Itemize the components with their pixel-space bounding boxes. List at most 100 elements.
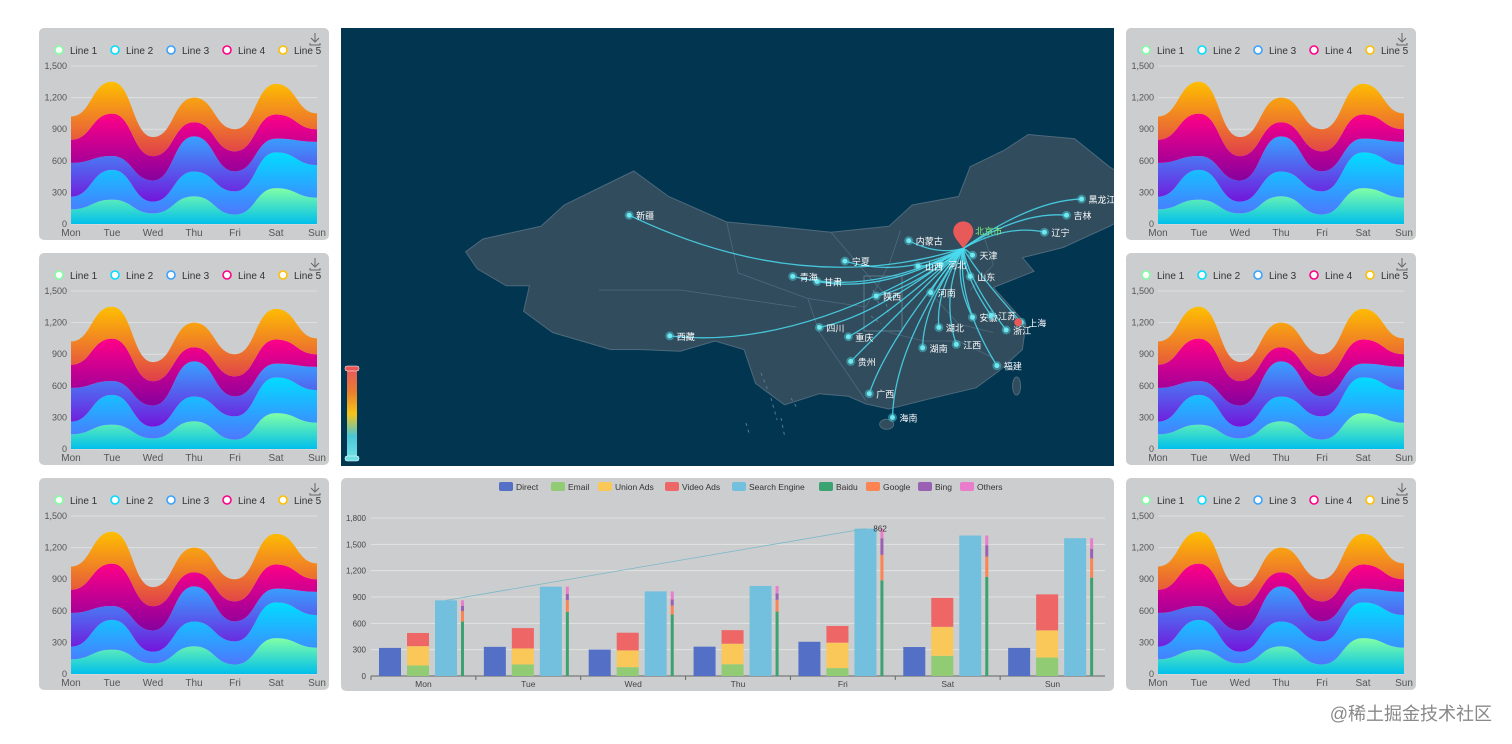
bar-union-ads[interactable] (407, 646, 429, 666)
bar-baidu[interactable] (565, 611, 569, 676)
legend-marker[interactable] (1309, 45, 1319, 55)
city-marker[interactable] (845, 334, 851, 340)
bar-union-ads[interactable] (1036, 630, 1059, 658)
city-marker[interactable] (1079, 196, 1085, 202)
area-series-5[interactable] (71, 306, 317, 382)
area-series-2[interactable] (1158, 602, 1404, 665)
legend-marker[interactable] (1197, 495, 1207, 505)
flight-line[interactable] (962, 198, 1082, 249)
legend-marker[interactable] (1253, 270, 1263, 280)
city-marker[interactable] (626, 212, 632, 218)
bar-google[interactable] (880, 554, 884, 581)
city-marker[interactable] (1063, 212, 1069, 218)
city-marker[interactable] (866, 391, 872, 397)
bar-video-ads[interactable] (931, 597, 954, 627)
legend-swatch[interactable] (598, 482, 612, 491)
legend-item[interactable]: Email (568, 482, 589, 492)
bar-baidu[interactable] (775, 611, 779, 676)
city-marker[interactable] (1041, 229, 1047, 235)
legend-item[interactable]: Others (977, 482, 1003, 492)
city-marker[interactable] (889, 415, 895, 420)
download-icon[interactable] (309, 33, 321, 46)
legend-item[interactable]: Line 5 (294, 46, 322, 57)
download-icon[interactable] (1396, 258, 1408, 271)
bar-union-ads[interactable] (826, 642, 849, 669)
area-series-2[interactable] (1158, 152, 1404, 215)
bar-bing[interactable] (985, 545, 989, 557)
legend-item[interactable]: Line 4 (1325, 46, 1353, 57)
legend-marker[interactable] (110, 45, 120, 55)
area-series-2[interactable] (71, 602, 317, 665)
legend-item[interactable]: Line 4 (238, 496, 266, 507)
bar-others[interactable] (775, 585, 779, 594)
legend-marker[interactable] (1365, 45, 1375, 55)
legend-marker[interactable] (1309, 495, 1319, 505)
flight-line[interactable] (792, 247, 964, 283)
legend-item[interactable]: Line 4 (1325, 271, 1353, 282)
legend-item[interactable]: Line 2 (1213, 46, 1241, 57)
city-marker[interactable] (967, 273, 973, 279)
legend-item[interactable]: Line 3 (1269, 496, 1297, 507)
bar-email[interactable] (511, 664, 534, 676)
bar-google[interactable] (775, 599, 779, 612)
flight-line[interactable] (891, 247, 964, 418)
area-series-3[interactable] (1158, 136, 1404, 202)
area-series-3[interactable] (1158, 361, 1404, 427)
legend-item[interactable]: Line 5 (294, 496, 322, 507)
bar-video-ads[interactable] (511, 628, 534, 649)
bar-direct[interactable] (903, 647, 926, 676)
city-marker[interactable] (842, 258, 848, 264)
area-series-3[interactable] (71, 586, 317, 652)
flight-line[interactable] (949, 248, 964, 345)
legend-marker[interactable] (222, 270, 232, 280)
area-series-3[interactable] (71, 361, 317, 427)
bar-search-engine[interactable] (854, 528, 877, 676)
bar-google[interactable] (565, 600, 569, 612)
bar-email[interactable] (1036, 657, 1059, 676)
city-marker[interactable] (873, 293, 879, 299)
area-series-1[interactable] (1158, 188, 1404, 224)
legend-marker[interactable] (1309, 270, 1319, 280)
legend-marker[interactable] (222, 495, 232, 505)
bar-search-engine[interactable] (435, 600, 457, 676)
bar-bing[interactable] (775, 593, 779, 600)
bar-baidu[interactable] (880, 580, 884, 676)
legend-swatch[interactable] (866, 482, 880, 491)
legend-item[interactable]: Line 1 (1157, 496, 1185, 507)
bar-direct[interactable] (483, 646, 506, 676)
bar-bing[interactable] (670, 599, 674, 606)
legend-swatch[interactable] (918, 482, 932, 491)
legend-swatch[interactable] (551, 482, 565, 491)
flight-line[interactable] (850, 247, 964, 362)
visual-map-bar[interactable] (347, 370, 357, 458)
legend-marker[interactable] (1253, 495, 1263, 505)
flight-line[interactable] (961, 248, 998, 366)
area-series-4[interactable] (71, 563, 317, 631)
legend-item[interactable]: Video Ads (682, 482, 720, 492)
city-marker[interactable] (938, 262, 944, 267)
bar-email[interactable] (407, 665, 429, 676)
bar-video-ads[interactable] (616, 632, 639, 651)
legend-marker[interactable] (1197, 45, 1207, 55)
legend-marker[interactable] (1365, 495, 1375, 505)
flight-line[interactable] (962, 214, 1067, 249)
visual-map-handle-bottom[interactable] (344, 455, 360, 462)
legend-item[interactable]: Line 1 (1157, 271, 1185, 282)
city-marker[interactable] (906, 238, 912, 244)
legend-marker[interactable] (54, 270, 64, 280)
legend-item[interactable]: Line 2 (126, 271, 154, 282)
flight-line[interactable] (962, 229, 1045, 249)
download-icon[interactable] (309, 483, 321, 496)
legend-item[interactable]: Line 5 (294, 271, 322, 282)
flight-line[interactable] (959, 248, 974, 318)
area-series-4[interactable] (1158, 113, 1404, 181)
flight-line[interactable] (848, 247, 964, 338)
legend-item[interactable]: Line 5 (1381, 46, 1409, 57)
legend-item[interactable]: Line 3 (182, 46, 210, 57)
legend-item[interactable]: Line 3 (182, 271, 210, 282)
download-icon[interactable] (1396, 33, 1408, 46)
area-series-5[interactable] (71, 81, 317, 157)
bar-direct[interactable] (1008, 647, 1031, 676)
legend-item[interactable]: Baidu (836, 482, 858, 492)
bar-union-ads[interactable] (616, 650, 639, 668)
